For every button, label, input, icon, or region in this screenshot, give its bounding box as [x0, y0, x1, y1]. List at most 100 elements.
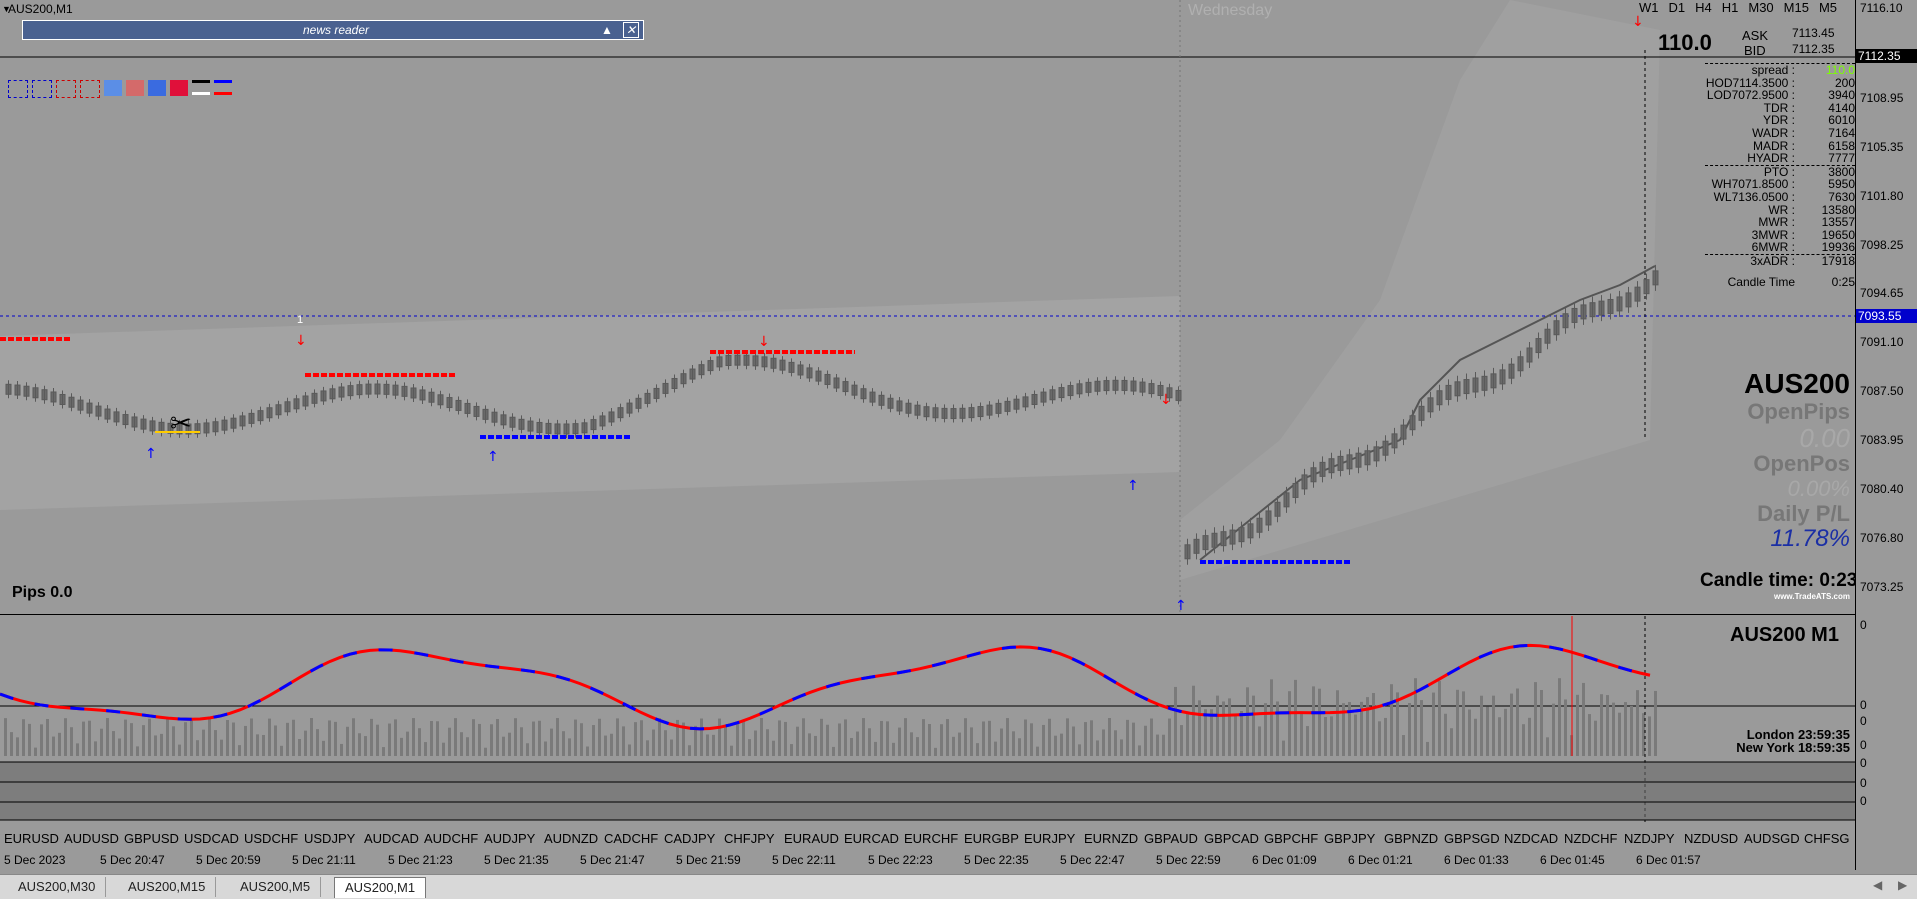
stat-key: MWR :	[1758, 215, 1795, 230]
currency-pair-label[interactable]: USDCHF	[244, 831, 299, 846]
currency-pair-label[interactable]: CADCHF	[604, 831, 659, 846]
currency-pair-label[interactable]: NZDUSD	[1684, 831, 1739, 846]
timeframe-m15[interactable]: M15	[1783, 0, 1809, 15]
close-icon[interactable]: ✕	[623, 22, 639, 38]
currency-pair-label[interactable]: AUDNZD	[544, 831, 599, 846]
currency-pair-label[interactable]: AUDSGD	[1744, 831, 1800, 846]
news-reader-bar[interactable]: news reader ▲ ✕	[22, 20, 644, 40]
stat-row: HOD7114.3500 : 200	[1705, 75, 1855, 90]
currency-pair-label[interactable]: AUDCHF	[424, 831, 479, 846]
line-price-tag: 7093.55	[1856, 309, 1917, 323]
stat-row: YDR : 6010	[1705, 114, 1855, 127]
collapse-icon[interactable]: ▲	[601, 23, 613, 37]
line-bw-tool[interactable]	[192, 80, 210, 96]
time-axis-label: 5 Dec 21:47	[580, 853, 645, 867]
rect-lightred-fill-tool[interactable]	[126, 80, 144, 96]
timeframe-h1[interactable]: H1	[1721, 0, 1739, 15]
rect-blue-fill-tool[interactable]	[148, 80, 166, 96]
currency-pair-label[interactable]: GBPNZD	[1384, 831, 1439, 846]
timeframe-m5[interactable]: M5	[1818, 0, 1838, 15]
currency-pair-label[interactable]: GBPCHF	[1264, 831, 1319, 846]
oscillator-chart[interactable]	[0, 616, 1855, 822]
stat-value: 7630	[1828, 189, 1855, 204]
main-chart-panel[interactable]: ↑ ↑ ↑ ↑ ↓ ↓ ↓ ↓ 1 ✂ AUS200,M1 ▼ news rea…	[0, 0, 1857, 615]
oscillator-panel[interactable]: AUS200 M1 London 23:59:35 New York 18:59…	[0, 616, 1855, 822]
price-chart[interactable]: ↑ ↑ ↑ ↑ ↓ ↓ ↓ ↓ 1 ✂	[0, 0, 1855, 614]
day-label: Wednesday	[1188, 2, 1273, 19]
price-axis-label: 7105.35	[1860, 140, 1904, 154]
rect-blue-dotted-tool[interactable]	[32, 80, 52, 98]
currency-pair-label[interactable]: NZDCHF	[1564, 831, 1618, 846]
up-arrow-icon: ↑	[1127, 478, 1139, 494]
currency-pair-label[interactable]: EURNZD	[1084, 831, 1139, 846]
currency-pair-label[interactable]: CHFJPY	[724, 831, 775, 846]
menu-triangle-icon[interactable]: ▼	[2, 4, 11, 14]
down-arrow-icon: ↓	[1632, 14, 1644, 30]
currency-pair-label[interactable]: EURUSD	[4, 831, 59, 846]
timeframe-w1[interactable]: W1	[1639, 0, 1659, 15]
currency-pair-label[interactable]: AUDUSD	[64, 831, 119, 846]
website-link[interactable]: www.TradeATS.com	[1773, 592, 1850, 601]
bid-value: 7112.35	[1792, 42, 1835, 56]
stat-value: 3800	[1828, 164, 1855, 179]
currency-pair-label[interactable]: NZDCAD	[1504, 831, 1559, 846]
scroll-right-icon[interactable]: ▶	[1898, 878, 1908, 892]
stat-key: Candle Time	[1727, 274, 1795, 289]
currency-pair-label[interactable]: EURGBP	[964, 831, 1019, 846]
price-axis-label: 7076.80	[1860, 531, 1904, 545]
currency-pair-label[interactable]: NZDJPY	[1624, 831, 1675, 846]
pips-readout: Pips 0.0	[12, 584, 73, 601]
stat-key: LOD7072.9500 :	[1706, 88, 1795, 103]
rect-lightblue-fill-tool[interactable]	[104, 80, 122, 96]
time-axis-label: 5 Dec 21:11	[292, 853, 356, 867]
time-axis-label: 6 Dec 01:45	[1540, 853, 1605, 867]
rect-red-dotted-tool[interactable]	[80, 80, 100, 98]
chart-tab[interactable]: AUS200,M1	[334, 877, 427, 898]
stat-value: 6158	[1828, 138, 1855, 153]
currency-pair-label[interactable]: EURCHF	[904, 831, 959, 846]
timeframe-d1[interactable]: D1	[1668, 0, 1686, 15]
time-axis-label: 6 Dec 01:33	[1444, 853, 1509, 867]
line-br-tool[interactable]	[214, 80, 232, 96]
rect-blue-dashed-tool[interactable]	[8, 80, 28, 98]
currency-pair-label[interactable]: EURCAD	[844, 831, 899, 846]
currency-pair-label[interactable]: AUDJPY	[484, 831, 536, 846]
currency-pair-label[interactable]: USDCAD	[184, 831, 239, 846]
down-arrow-icon: ↓	[1160, 392, 1172, 408]
currency-pair-label[interactable]: GBPCAD	[1204, 831, 1259, 846]
sub-axis-label: 0	[1860, 714, 1867, 728]
currency-pair-label[interactable]: GBPUSD	[124, 831, 179, 846]
chart-tab[interactable]: AUS200,M5	[230, 877, 322, 897]
rect-red-dashed-tool[interactable]	[56, 80, 76, 98]
stat-key: WL7136.0500 :	[1713, 189, 1795, 204]
currency-pair-label[interactable]: CHFSG	[1804, 831, 1850, 846]
time-axis-label: 6 Dec 01:21	[1348, 853, 1413, 867]
news-reader-title: news reader	[302, 23, 370, 37]
rect-red-fill-tool[interactable]	[170, 80, 188, 96]
time-axis-label: 5 Dec 2023	[4, 853, 66, 867]
chart-tab[interactable]: AUS200,M30	[8, 877, 107, 897]
chart-tab[interactable]: AUS200,M15	[118, 877, 217, 897]
stat-value: 17918	[1821, 253, 1855, 268]
currency-pair-label[interactable]: EURAUD	[784, 831, 839, 846]
currency-pair-label[interactable]: GBPAUD	[1144, 831, 1198, 846]
sub-axis-label: 0	[1860, 776, 1867, 790]
stat-value: 0:25	[1831, 274, 1855, 289]
currency-pair-label[interactable]: USDJPY	[304, 831, 356, 846]
stat-key: HOD7114.3500 :	[1705, 75, 1795, 90]
currency-pair-label[interactable]: CADJPY	[664, 831, 716, 846]
scroll-left-icon[interactable]: ◀	[1873, 878, 1883, 892]
stat-row: WR : 13580	[1705, 202, 1855, 217]
stat-value: 13580	[1821, 202, 1855, 217]
timeframe-h4[interactable]: H4	[1695, 0, 1712, 15]
currency-pair-label[interactable]: AUDCAD	[364, 831, 419, 846]
timeframe-m30[interactable]: M30	[1748, 0, 1774, 15]
daily-pl-value: 11.78%	[1770, 525, 1850, 552]
volume-histogram	[4, 678, 1657, 756]
currency-pair-label[interactable]: GBPJPY	[1324, 831, 1376, 846]
sub-axis-label: 0	[1860, 618, 1867, 632]
currency-pair-label[interactable]: EURJPY	[1024, 831, 1076, 846]
open-pos-value: 0.00%	[1787, 476, 1850, 501]
price-axis[interactable]: 7112.35 7093.55 7116.10 7108.95 7105.35 710…	[1855, 0, 1917, 870]
currency-pair-label[interactable]: GBPSGD	[1444, 831, 1500, 846]
